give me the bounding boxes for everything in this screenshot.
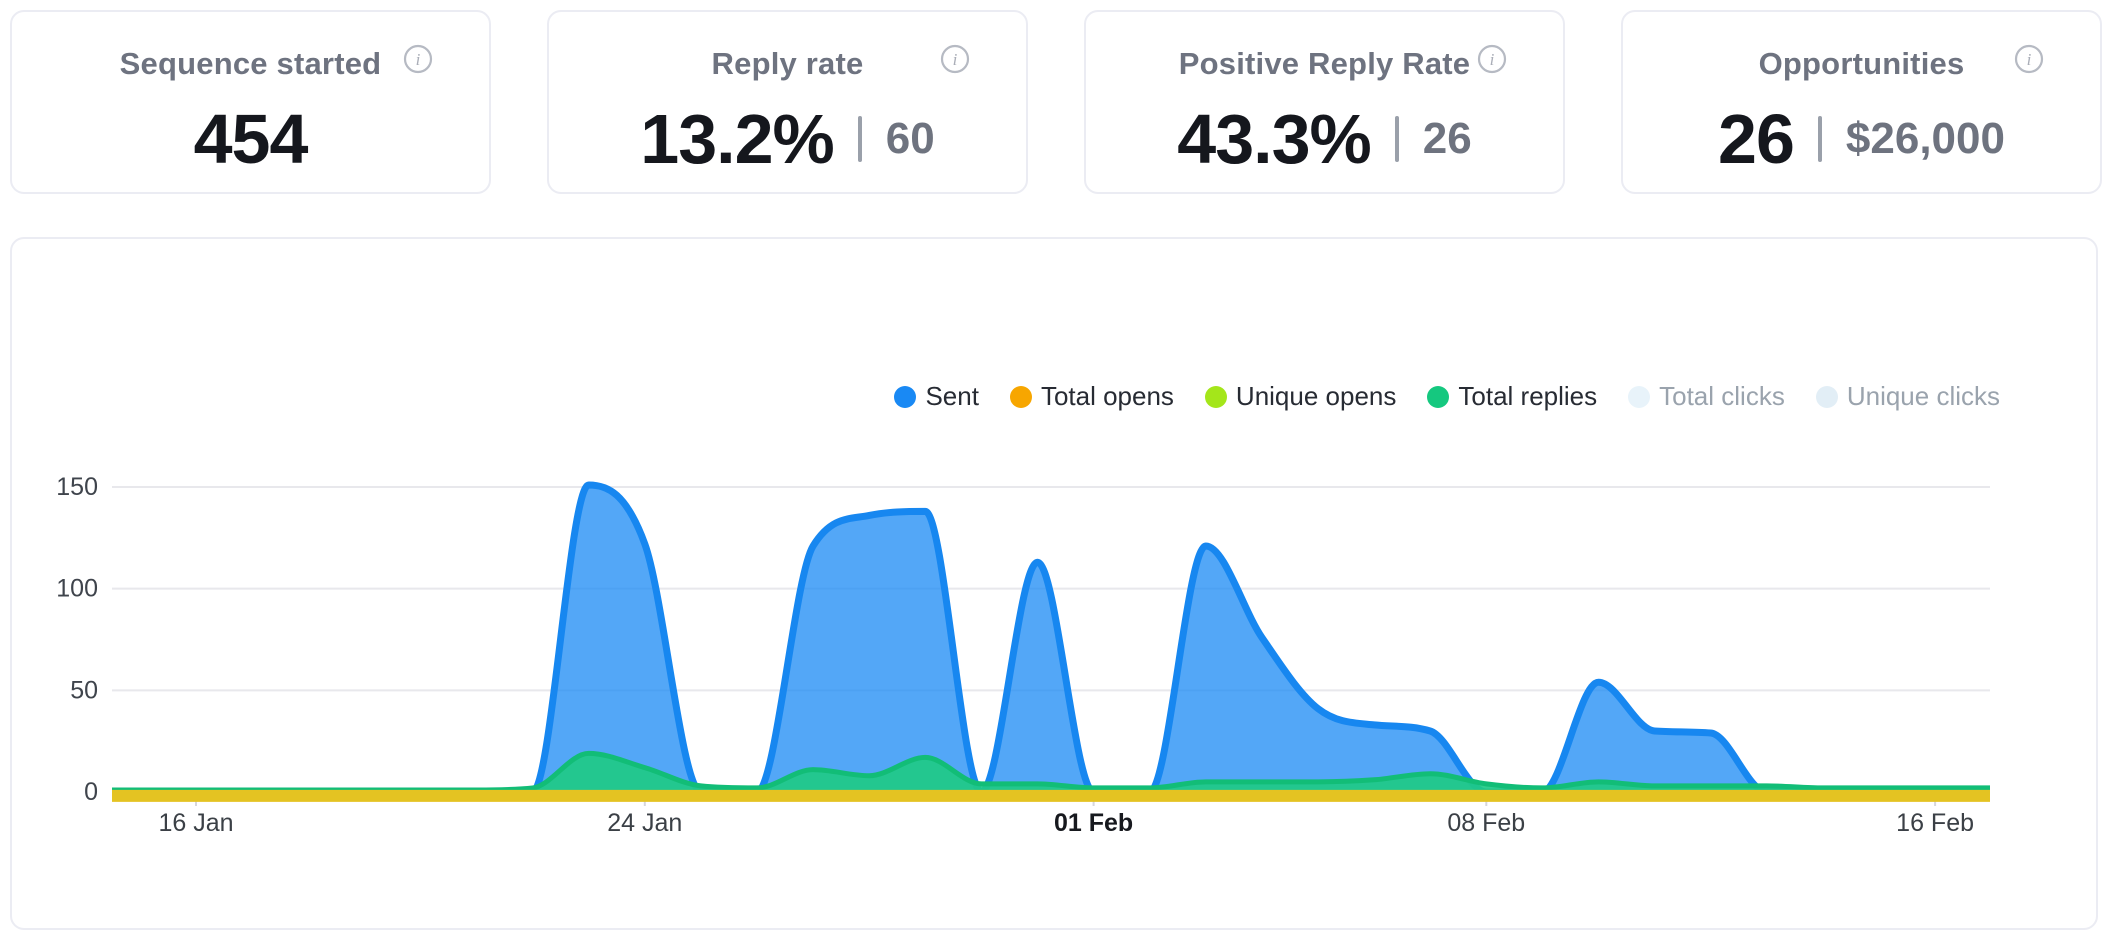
- card-title: Reply rate: [711, 46, 864, 81]
- legend-item-sent[interactable]: Sent: [894, 381, 979, 412]
- card-main-value: 454: [193, 100, 309, 178]
- y-axis-label: 50: [70, 676, 98, 704]
- chart-legend: Sent Total opens Unique opens Total repl…: [894, 381, 2000, 412]
- stat-card-positive-reply-rate: Positive Reply Rate i 43.3% 26: [1084, 10, 1565, 194]
- card-main-value: 43.3%: [1177, 100, 1371, 178]
- svg-text:i: i: [2027, 50, 2032, 69]
- x-axis-label: 01 Feb: [1054, 809, 1133, 837]
- legend-item-unique-clicks[interactable]: Unique clicks: [1815, 381, 2000, 412]
- info-icon[interactable]: i: [2014, 44, 2044, 74]
- svg-text:i: i: [1490, 50, 1495, 69]
- card-title: Sequence started: [119, 46, 382, 81]
- activity-area-chart: 0 50 100 150 16 Jan 24 Jan 01 Feb 08 Feb 16 Feb: [56, 473, 1990, 837]
- legend-item-unique-opens[interactable]: Unique opens: [1204, 381, 1396, 412]
- x-axis-label: 24 Jan: [607, 809, 682, 837]
- series-total-replies-area: [112, 753, 1990, 792]
- info-icon[interactable]: i: [403, 44, 433, 74]
- stat-card-sequence-started: Sequence started i 454: [10, 10, 491, 194]
- x-axis-label: 08 Feb: [1447, 809, 1525, 837]
- card-secondary-value: 26: [1422, 114, 1472, 163]
- card-secondary-value: $26,000: [1845, 114, 2005, 163]
- card-secondary-value: 60: [885, 114, 935, 163]
- legend-item-total-replies[interactable]: Total replies: [1427, 381, 1597, 412]
- stat-card-opportunities: Opportunities i 26 $26,000: [1621, 10, 2102, 194]
- card-title: Opportunities: [1758, 46, 1965, 81]
- card-title: Positive Reply Rate: [1178, 46, 1471, 81]
- legend-dot-total-opens: [1009, 385, 1032, 408]
- svg-text:i: i: [416, 50, 421, 69]
- info-icon[interactable]: i: [940, 44, 970, 74]
- info-icon[interactable]: i: [1477, 44, 1507, 74]
- legend-item-total-clicks[interactable]: Total clicks: [1628, 381, 1785, 412]
- value-divider: [1394, 116, 1399, 162]
- value-divider: [857, 116, 862, 162]
- x-axis-label: 16 Feb: [1896, 809, 1974, 837]
- card-main-value: 13.2%: [640, 100, 834, 178]
- legend-dot-unique-opens: [1204, 385, 1227, 408]
- activity-chart-panel: 0 50 100 150 16 Jan 24 Jan 01 Feb 08 Feb 16 Feb …: [10, 237, 2098, 930]
- legend-dot-unique-clicks: [1815, 385, 1838, 408]
- stat-cards-row: Sequence started i 454 Reply rate i 13.2…: [10, 10, 2102, 194]
- y-axis-label: 100: [56, 575, 98, 603]
- legend-dot-total-clicks: [1628, 385, 1651, 408]
- x-axis-label: 16 Jan: [158, 809, 233, 837]
- stat-card-reply-rate: Reply rate i 13.2% 60: [547, 10, 1028, 194]
- legend-dot-total-replies: [1427, 385, 1450, 408]
- y-axis-label: 150: [56, 473, 98, 501]
- svg-text:i: i: [953, 50, 958, 69]
- legend-item-total-opens[interactable]: Total opens: [1009, 381, 1174, 412]
- series-sent-area: [112, 484, 1990, 792]
- legend-dot-sent: [894, 385, 917, 408]
- card-main-value: 26: [1718, 100, 1795, 178]
- value-divider: [1817, 116, 1822, 162]
- y-axis-label: 0: [84, 778, 98, 806]
